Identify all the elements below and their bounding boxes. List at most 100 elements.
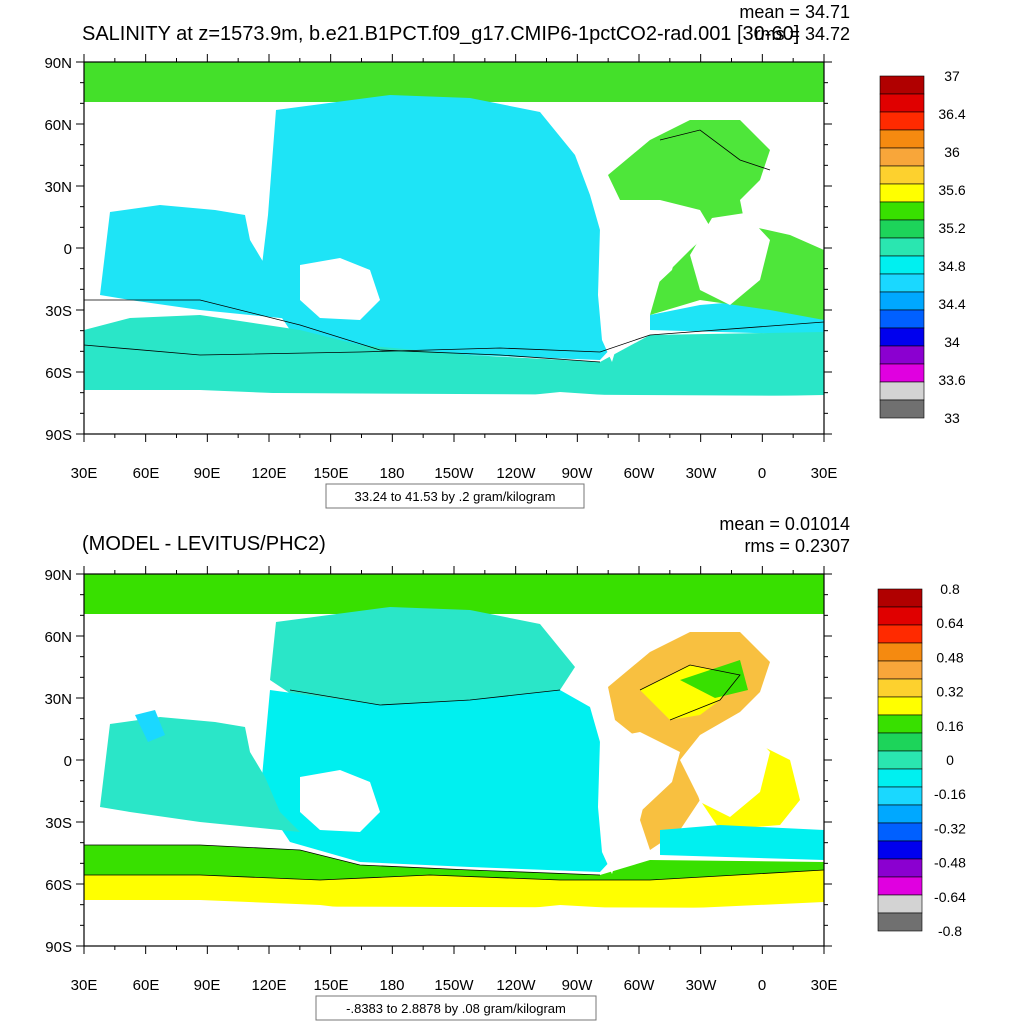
colorbar-label: 35.6 bbox=[938, 182, 965, 198]
lat-label: 90S bbox=[45, 427, 72, 444]
colorbar-swatch bbox=[877, 858, 923, 878]
lon-label: 60W bbox=[624, 465, 656, 482]
lon-label: 30W bbox=[686, 977, 718, 994]
lat-label: 30N bbox=[44, 691, 72, 708]
colorbar-swatch bbox=[879, 147, 925, 167]
colorbar-swatch bbox=[877, 786, 923, 806]
bottom-panel: (MODEL - LEVITUS/PHC2) mean = 0.01014 rm… bbox=[44, 514, 966, 1021]
top-axis-ticks bbox=[76, 54, 832, 442]
lon-label: 120E bbox=[251, 465, 286, 482]
colorbar-swatch bbox=[879, 363, 925, 383]
bottom-indian-field bbox=[100, 717, 300, 832]
bottom-antarctica-land bbox=[84, 906, 824, 946]
colorbar-swatch bbox=[879, 381, 925, 401]
top-map-plot bbox=[76, 54, 832, 442]
colorbar-swatch bbox=[879, 327, 925, 347]
colorbar-label: -0.48 bbox=[934, 855, 966, 871]
bottom-contour-info-box: -.8383 to 2.8878 by .08 gram/kilogram bbox=[315, 995, 597, 1021]
colorbar-swatch bbox=[879, 237, 925, 257]
lat-label: 60N bbox=[44, 629, 72, 646]
lat-label: 60S bbox=[45, 365, 72, 382]
lon-label: 150E bbox=[313, 465, 348, 482]
colorbar-swatch bbox=[877, 822, 923, 842]
lon-label: 30W bbox=[686, 465, 718, 482]
colorbar-swatch bbox=[879, 273, 925, 293]
colorbar-swatch bbox=[877, 642, 923, 662]
colorbar-swatch bbox=[879, 291, 925, 311]
colorbar-swatch bbox=[877, 624, 923, 644]
bottom-contour-line bbox=[639, 664, 741, 721]
bottom-mean-stat: mean = 0.01014 bbox=[719, 514, 850, 534]
colorbar-swatch bbox=[879, 219, 925, 239]
bottom-south-america-land bbox=[598, 732, 680, 874]
lon-label: 60W bbox=[624, 977, 656, 994]
colorbar-label: 0.32 bbox=[936, 684, 963, 700]
lon-label: 120W bbox=[496, 977, 536, 994]
lat-label: 30S bbox=[45, 303, 72, 320]
top-contour-line bbox=[83, 321, 825, 356]
lon-label: 90W bbox=[562, 465, 594, 482]
colorbar-label: 35.2 bbox=[938, 220, 965, 236]
colorbar-label: 34.4 bbox=[938, 296, 965, 312]
colorbar-swatch bbox=[877, 768, 923, 788]
colorbar-label: 0.48 bbox=[936, 649, 963, 665]
lon-label: 90E bbox=[194, 465, 221, 482]
colorbar-swatch bbox=[879, 183, 925, 203]
bottom-axis-ticks bbox=[76, 566, 832, 954]
top-south-america-land bbox=[598, 220, 680, 362]
top-africa-land bbox=[690, 213, 770, 305]
top-australia-land bbox=[300, 258, 380, 320]
bottom-north-pacific-field bbox=[270, 607, 575, 705]
lon-label: 30E bbox=[71, 977, 98, 994]
top-rms-stat: rms = 34.72 bbox=[754, 24, 850, 44]
bottom-south-atlantic-field bbox=[660, 825, 824, 860]
top-contour-info: 33.24 to 41.53 by .2 gram/kilogram bbox=[355, 489, 556, 504]
lon-label: 30E bbox=[71, 465, 98, 482]
lon-label: 150W bbox=[434, 977, 474, 994]
bottom-arctic-ocean-field bbox=[84, 574, 824, 614]
colorbar-swatch bbox=[877, 732, 923, 752]
colorbar-swatch bbox=[877, 750, 923, 770]
top-panel-title: SALINITY at z=1573.9m, b.e21.B1PCT.f09_g… bbox=[82, 23, 799, 45]
colorbar-swatch bbox=[877, 804, 923, 824]
colorbar-swatch bbox=[879, 201, 925, 221]
colorbar-swatch bbox=[877, 660, 923, 680]
bottom-colorbar: 0.8 0.64 0.48 0.32 0.16 0 -0.16 -0.32 -0.48 -0.64… bbox=[877, 581, 966, 939]
colorbar-swatch bbox=[879, 129, 925, 149]
top-lon-axis: 30E 60E 90E 120E 150E 180 150W 120W 90W … bbox=[71, 465, 838, 482]
colorbar-swatch bbox=[877, 588, 923, 608]
colorbar-label: 33 bbox=[944, 410, 960, 426]
colorbar-label: -0.16 bbox=[934, 786, 966, 802]
lat-label: 60N bbox=[44, 117, 72, 134]
lon-label: 120W bbox=[496, 465, 536, 482]
colorbar-label: 34 bbox=[944, 334, 960, 350]
colorbar-swatch bbox=[877, 678, 923, 698]
top-arctic-ocean-field bbox=[84, 62, 824, 102]
lon-label: 180 bbox=[379, 465, 404, 482]
bottom-rms-stat: rms = 0.2307 bbox=[744, 536, 850, 556]
bottom-contour-line bbox=[289, 689, 561, 706]
lat-label: 60S bbox=[45, 877, 72, 894]
colorbar-label: -0.8 bbox=[938, 923, 962, 939]
top-pacific-field bbox=[262, 95, 614, 360]
colorbar-label: 0.16 bbox=[936, 718, 963, 734]
lon-label: 0 bbox=[758, 977, 766, 994]
colorbar-swatch bbox=[877, 714, 923, 734]
lat-label: 0 bbox=[64, 241, 72, 258]
top-antarctica-land bbox=[84, 392, 824, 434]
colorbar-swatch bbox=[879, 309, 925, 329]
bottom-lat-axis: 90N 60N 30N 0 30S 60S 90S bbox=[44, 567, 72, 956]
bottom-lon-axis: 30E 60E 90E 120E 150E 180 150W 120W 90W … bbox=[71, 977, 838, 994]
bottom-australia-land bbox=[300, 770, 380, 832]
lon-label: 90E bbox=[194, 977, 221, 994]
colorbar-swatch bbox=[877, 606, 923, 626]
lat-label: 90N bbox=[44, 55, 72, 72]
colorbar-swatch bbox=[879, 255, 925, 275]
bottom-gulf-low-field bbox=[680, 660, 748, 698]
lon-label: 150E bbox=[313, 977, 348, 994]
colorbar-label: 0.64 bbox=[936, 615, 963, 631]
colorbar-label: 0 bbox=[946, 752, 954, 768]
lon-label: 150W bbox=[434, 465, 474, 482]
top-indian-field bbox=[100, 205, 300, 320]
top-colorbar: 37 36.4 36 35.6 35.2 34.8 34.4 34 33.6 33 bbox=[879, 68, 966, 426]
